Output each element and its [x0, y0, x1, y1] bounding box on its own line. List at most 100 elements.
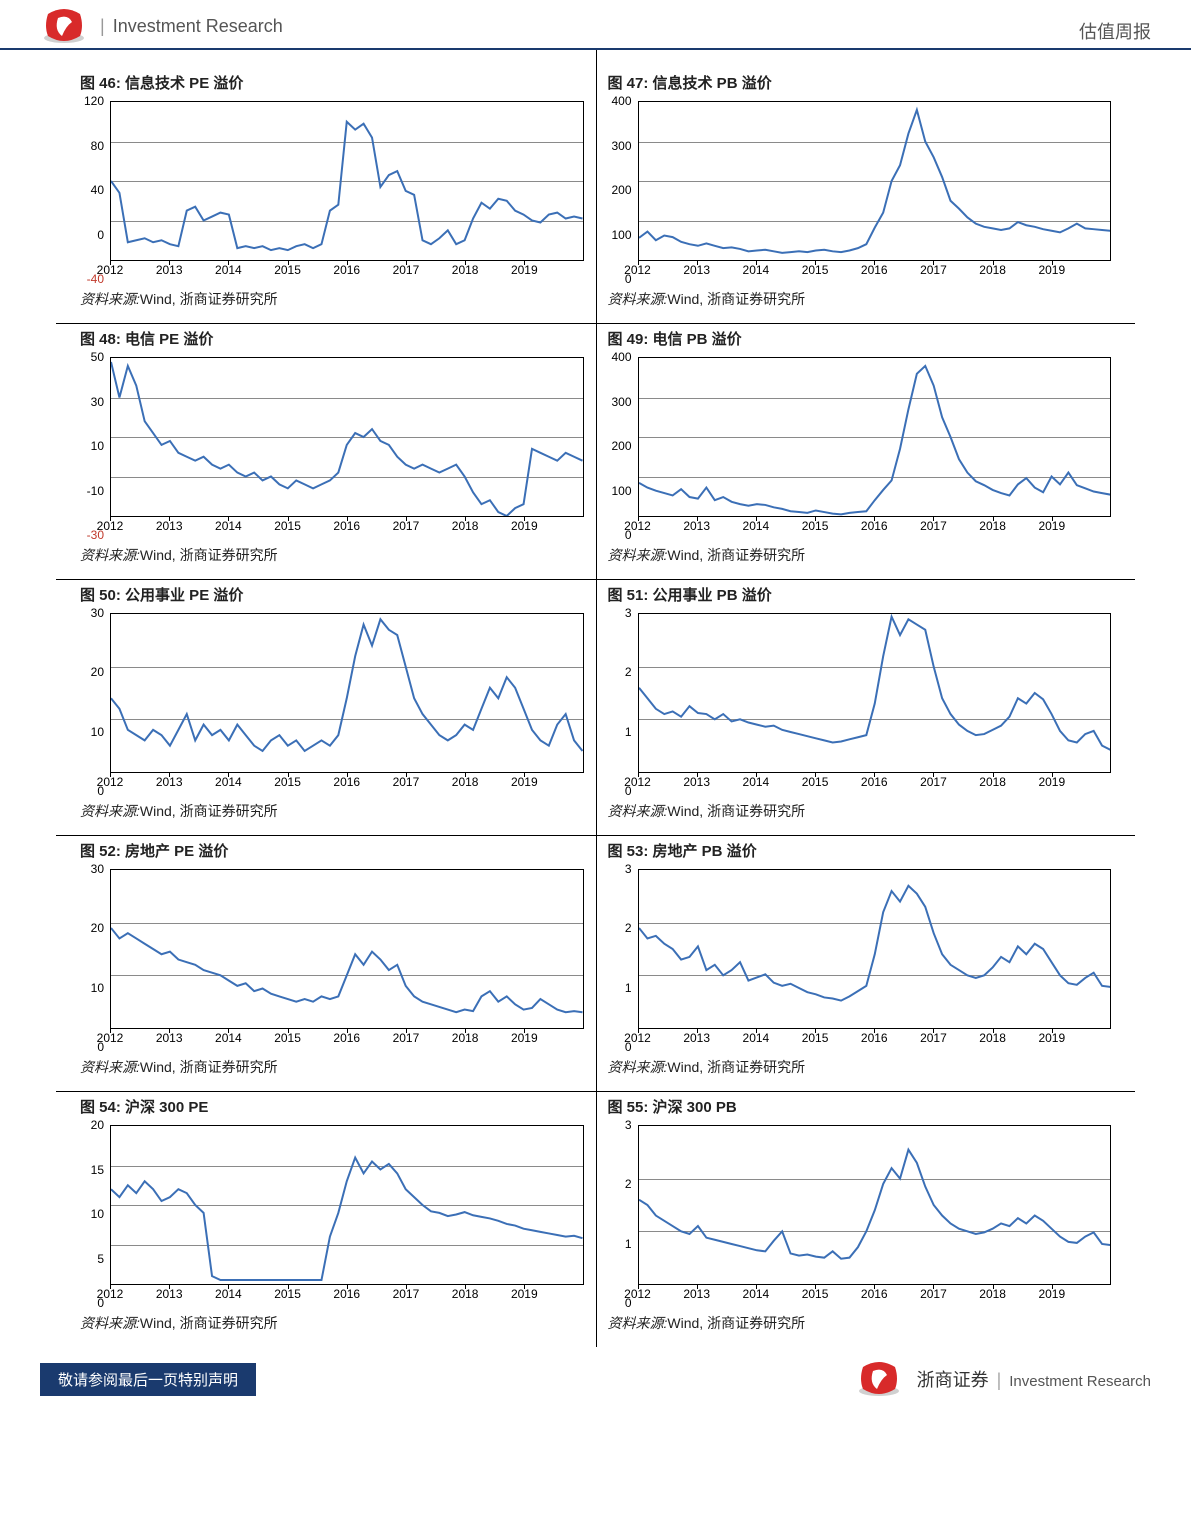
y-tick-label: 50	[91, 350, 104, 364]
x-tick-label: 2013	[683, 263, 710, 277]
y-tick-label: -10	[87, 484, 104, 498]
chart-title: 图 53: 房地产 PB 溢价	[608, 840, 1112, 861]
chart-frame: 012320122013201420152016201720182019	[608, 1125, 1112, 1303]
x-tick-label: 2013	[156, 1031, 183, 1045]
x-tick-label: 2017	[393, 519, 420, 533]
chart-frame: 010203020122013201420152016201720182019	[80, 613, 584, 791]
chart-plot	[638, 101, 1112, 261]
chart-frame: -30-101030502012201320142015201620172018…	[80, 357, 584, 535]
x-tick-label: 2019	[1038, 519, 1065, 533]
x-tick-label: 2014	[743, 1031, 770, 1045]
x-axis: 20122013201420152016201720182019	[638, 517, 1112, 535]
y-axis: -30-10103050	[80, 357, 110, 535]
chart-source: 资料来源:Wind, 浙商证券研究所	[80, 1057, 584, 1077]
x-tick-label: 2013	[683, 1287, 710, 1301]
x-tick-label: 2016	[333, 1031, 360, 1045]
chart-cell: 图 54: 沪深 300 PE0510152020122013201420152…	[68, 1092, 596, 1347]
y-axis: -4004080120	[80, 101, 110, 279]
chart-series	[639, 870, 1111, 1028]
x-tick-label: 2019	[511, 1287, 538, 1301]
chart-series	[639, 614, 1111, 772]
x-tick-label: 2019	[511, 519, 538, 533]
y-tick-label: 200	[611, 439, 631, 453]
x-tick-label: 2012	[97, 263, 124, 277]
y-tick-label: 2	[625, 665, 632, 679]
column-separator	[596, 50, 597, 1347]
chart-cell: 图 47: 信息技术 PB 溢价010020030040020122013201…	[596, 68, 1124, 323]
x-tick-label: 2016	[861, 263, 888, 277]
x-tick-label: 2017	[393, 1031, 420, 1045]
chart-frame: 012320122013201420152016201720182019	[608, 869, 1112, 1047]
chart-plot	[638, 357, 1112, 517]
x-tick-label: 2012	[624, 263, 651, 277]
chart-plot	[638, 869, 1112, 1029]
y-tick-label: 2	[625, 921, 632, 935]
chart-plot	[110, 869, 584, 1029]
x-tick-label: 2016	[333, 1287, 360, 1301]
y-axis: 0123	[608, 869, 638, 1047]
x-tick-label: 2019	[1038, 263, 1065, 277]
y-tick-label: 10	[91, 1207, 104, 1221]
chart-source: 资料来源:Wind, 浙商证券研究所	[608, 289, 1112, 309]
chart-source: 资料来源:Wind, 浙商证券研究所	[608, 1057, 1112, 1077]
x-tick-label: 2017	[393, 1287, 420, 1301]
x-tick-label: 2018	[979, 263, 1006, 277]
chart-title: 图 49: 电信 PB 溢价	[608, 328, 1112, 349]
x-tick-label: 2015	[274, 1287, 301, 1301]
chart-cell: 图 53: 房地产 PB 溢价0123201220132014201520162…	[596, 836, 1124, 1091]
chart-series	[639, 1126, 1111, 1284]
footer-logo-icon	[855, 1361, 903, 1397]
x-axis: 20122013201420152016201720182019	[110, 1285, 584, 1303]
x-tick-label: 2016	[333, 775, 360, 789]
x-tick-label: 2013	[683, 519, 710, 533]
disclaimer-box: 敬请参阅最后一页特别声明	[40, 1363, 256, 1396]
chart-title: 图 46: 信息技术 PE 溢价	[80, 72, 584, 93]
x-tick-label: 2014	[215, 775, 242, 789]
x-tick-label: 2015	[274, 263, 301, 277]
y-tick-label: 3	[625, 1118, 632, 1132]
x-tick-label: 2018	[979, 1031, 1006, 1045]
chart-cell: 图 50: 公用事业 PE 溢价010203020122013201420152…	[68, 580, 596, 835]
chart-series	[111, 614, 583, 772]
y-tick-label: 15	[91, 1163, 104, 1177]
y-axis: 0102030	[80, 869, 110, 1047]
x-tick-label: 2018	[452, 775, 479, 789]
chart-source: 资料来源:Wind, 浙商证券研究所	[608, 801, 1112, 821]
x-tick-label: 2018	[979, 1287, 1006, 1301]
x-tick-label: 2014	[215, 519, 242, 533]
y-axis: 0123	[608, 1125, 638, 1303]
chart-title: 图 51: 公用事业 PB 溢价	[608, 584, 1112, 605]
x-tick-label: 2015	[274, 775, 301, 789]
chart-title: 图 47: 信息技术 PB 溢价	[608, 72, 1112, 93]
x-axis: 20122013201420152016201720182019	[638, 261, 1112, 279]
chart-title: 图 54: 沪深 300 PE	[80, 1096, 584, 1117]
y-tick-label: 10	[91, 981, 104, 995]
x-tick-label: 2018	[452, 519, 479, 533]
x-tick-label: 2012	[624, 519, 651, 533]
chart-plot	[110, 101, 584, 261]
y-tick-label: 30	[91, 395, 104, 409]
x-axis: 20122013201420152016201720182019	[638, 1285, 1112, 1303]
chart-title: 图 50: 公用事业 PE 溢价	[80, 584, 584, 605]
y-tick-label: 400	[611, 94, 631, 108]
y-tick-label: 200	[611, 183, 631, 197]
x-tick-label: 2014	[215, 1287, 242, 1301]
x-tick-label: 2015	[802, 519, 829, 533]
x-tick-label: 2018	[979, 775, 1006, 789]
x-tick-label: 2019	[511, 1031, 538, 1045]
x-tick-label: 2014	[743, 1287, 770, 1301]
chart-series	[111, 358, 583, 516]
chart-series	[111, 102, 583, 260]
y-tick-label: 100	[611, 228, 631, 242]
x-tick-label: 2019	[1038, 1287, 1065, 1301]
x-tick-label: 2016	[861, 775, 888, 789]
x-tick-label: 2012	[97, 775, 124, 789]
chart-frame: 012320122013201420152016201720182019	[608, 613, 1112, 791]
y-axis: 0123	[608, 613, 638, 791]
x-tick-label: 2016	[861, 1287, 888, 1301]
y-tick-label: 20	[91, 665, 104, 679]
x-tick-label: 2013	[156, 1287, 183, 1301]
y-tick-label: 0	[97, 228, 104, 242]
x-tick-label: 2015	[802, 775, 829, 789]
y-tick-label: 1	[625, 725, 632, 739]
